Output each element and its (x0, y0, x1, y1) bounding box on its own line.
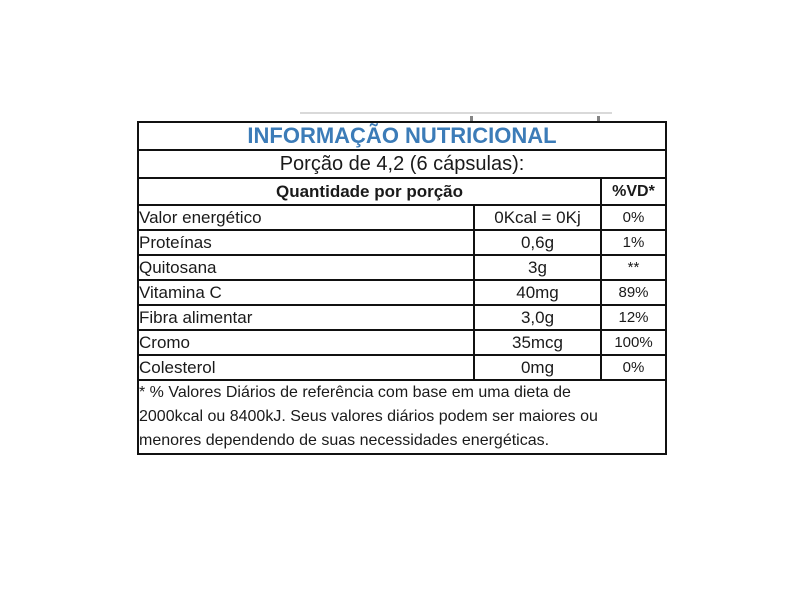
daily-value-header: %VD* (600, 177, 667, 206)
cropped-column-tick (597, 116, 600, 122)
nutrition-facts-table: INFORMAÇÃO NUTRICIONAL Porção de 4,2 (6 … (137, 121, 667, 455)
nutrient-dv: 89% (600, 279, 667, 306)
table-row-fibra-alimentar: Fibra alimentar 3,0g 12% (137, 304, 667, 331)
nutrient-dv: 0% (600, 204, 667, 231)
daily-values-footnote: * % Valores Diários de referência com ba… (137, 379, 667, 455)
table-row-colesterol: Colesterol 0mg 0% (137, 354, 667, 381)
nutrient-amount: 3,0g (473, 304, 602, 331)
footnote-line-1: * % Valores Diários de referência com ba… (139, 384, 571, 401)
footnote-line-3: menores dependendo de suas necessidades … (139, 432, 550, 449)
table-row-proteinas: Proteínas 0,6g 1% (137, 229, 667, 256)
table-row-quitosana: Quitosana 3g ** (137, 254, 667, 281)
table-row-cromo: Cromo 35mcg 100% (137, 329, 667, 356)
table-row-valor-energetico: Valor energético 0Kcal = 0Kj 0% (137, 204, 667, 231)
column-header-row: Quantidade por porção %VD* (137, 177, 667, 206)
footnote-line-2: 2000kcal ou 8400kJ. Seus valores diários… (139, 408, 598, 425)
nutrient-dv: 12% (600, 304, 667, 331)
cropped-row-artifact-line (300, 112, 612, 114)
nutrient-label: Fibra alimentar (137, 304, 475, 331)
nutrient-label: Vitamina C (137, 279, 475, 306)
nutrient-amount: 35mcg (473, 329, 602, 356)
nutrient-amount: 0Kcal = 0Kj (473, 204, 602, 231)
nutrient-label: Valor energético (137, 204, 475, 231)
nutrient-dv: 100% (600, 329, 667, 356)
quantity-per-serving-header: Quantidade por porção (137, 177, 602, 206)
serving-size-row: Porção de 4,2 (6 cápsulas): (137, 149, 667, 179)
nutrient-amount: 0mg (473, 354, 602, 381)
cropped-column-tick (470, 116, 473, 122)
table-row-vitamina-c: Vitamina C 40mg 89% (137, 279, 667, 306)
nutrient-label: Proteínas (137, 229, 475, 256)
serving-size-text: Porção de 4,2 (6 cápsulas): (137, 149, 667, 179)
nutrient-amount: 3g (473, 254, 602, 281)
footnote-row: * % Valores Diários de referência com ba… (137, 379, 667, 455)
nutrient-label: Colesterol (137, 354, 475, 381)
nutrient-amount: 0,6g (473, 229, 602, 256)
table-title-row: INFORMAÇÃO NUTRICIONAL (137, 121, 667, 151)
nutrient-label: Quitosana (137, 254, 475, 281)
nutrient-dv: ** (600, 254, 667, 281)
nutrient-amount: 40mg (473, 279, 602, 306)
nutrient-dv: 1% (600, 229, 667, 256)
table-title: INFORMAÇÃO NUTRICIONAL (137, 121, 667, 151)
nutrient-dv: 0% (600, 354, 667, 381)
nutrient-label: Cromo (137, 329, 475, 356)
